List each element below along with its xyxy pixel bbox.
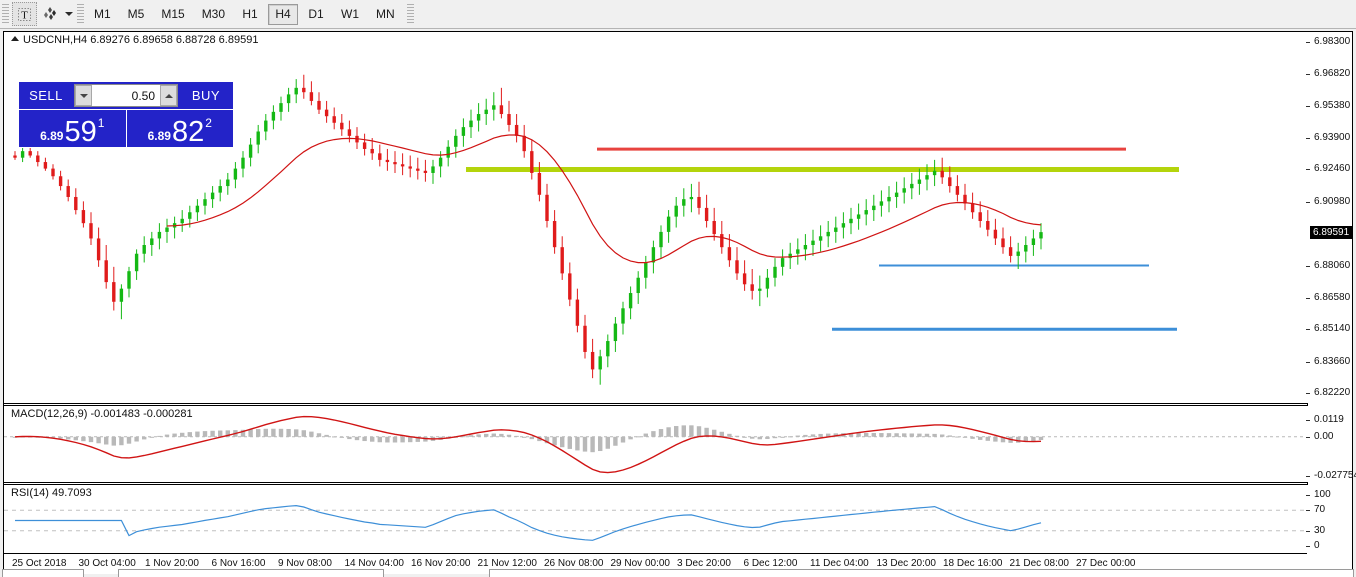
indicators-glyph [43, 7, 56, 20]
time-tick-label: 16 Nov 20:00 [411, 558, 471, 569]
time-tick-label: 21 Nov 12:00 [477, 558, 538, 569]
time-tick-label: 6 Nov 16:00 [211, 558, 266, 569]
buy-price-sup: 2 [205, 116, 212, 130]
bottom-frame-right [489, 569, 1354, 577]
timeframe-m1[interactable]: M1 [94, 7, 111, 21]
timeframe-w1[interactable]: W1 [341, 7, 360, 21]
timeframe-h1[interactable]: H1 [242, 7, 258, 21]
trade-panel-quotes-row: 6.89 59 1 6.89 82 2 [19, 109, 233, 147]
time-tick-label: 21 Dec 08:00 [1009, 558, 1070, 569]
time-tick-label: 6 Dec 12:00 [743, 558, 798, 569]
sell-price-sup: 1 [97, 116, 105, 130]
time-tick-label: 11 Dec 04:00 [810, 558, 869, 569]
time-tick-label: 18 Dec 16:00 [943, 558, 1003, 569]
pane-separator-2 [4, 482, 1307, 483]
timeframe-m5[interactable]: M5 [127, 7, 145, 21]
timeframe-m30[interactable]: M30 [201, 7, 226, 21]
buy-button[interactable]: BUY [179, 82, 233, 109]
one-click-trading-panel[interactable]: SELL 0.50 BUY 6.89 59 1 6.89 82 2 [18, 81, 234, 148]
time-tick-label: 9 Nov 08:00 [278, 558, 332, 569]
toolbar-grip-2[interactable] [77, 4, 84, 24]
svg-text:T: T [21, 9, 28, 21]
volume-stepper[interactable]: 0.50 [74, 84, 178, 107]
time-axis[interactable]: 25 Oct 2018 30 Oct 04:00 1 Nov 20:00 6 Nov … [4, 553, 1307, 574]
pane-separator-1b [4, 405, 1307, 406]
time-tick-label: 13 Dec 20:00 [876, 558, 937, 569]
pane-separator-1 [4, 403, 1307, 404]
buy-price-big: 82 [171, 116, 205, 148]
timeframe-m15[interactable]: M15 [161, 7, 185, 21]
rsi-scale: 100 70 30 0 [1306, 485, 1352, 552]
macd-scale: 0.0119 0.00 -0.027754 [1306, 406, 1356, 482]
time-tick-label: 30 Oct 04:00 [78, 558, 136, 569]
chart-window[interactable]: USDCNH,H4 6.89276 6.89658 6.88728 6.8959… [3, 31, 1356, 574]
indicators-icon[interactable] [37, 2, 62, 26]
rsi-plot [4, 504, 1307, 541]
rsi-pane[interactable]: RSI(14) 49.7093 [4, 485, 1307, 552]
trade-panel-top-row: SELL 0.50 BUY [19, 82, 233, 109]
time-tick-label: 1 Nov 20:00 [145, 558, 199, 569]
current-price-label: 6.89591 [1310, 226, 1353, 240]
sell-button[interactable]: SELL [19, 82, 73, 109]
volume-input[interactable]: 0.50 [92, 85, 160, 106]
chart-symbol-label: USDCNH,H4 6.89276 6.89658 6.88728 6.8959… [11, 34, 258, 46]
sell-quote[interactable]: 6.89 59 1 [19, 109, 126, 147]
time-tick-label: 26 Nov 08:00 [544, 558, 604, 569]
main-toolbar: T M1 M5 M15 M30 H1 H4 D1 W1 MN [0, 0, 1356, 29]
sell-price-prefix: 6.89 [40, 129, 64, 143]
macd-plot [4, 415, 1307, 474]
time-tick-label: 3 Dec 20:00 [677, 558, 731, 569]
pane-separator-2b [4, 484, 1307, 485]
timeframe-d1[interactable]: D1 [308, 7, 324, 21]
macd-pane[interactable]: MACD(12,26,9) -0.001483 -0.000281 [4, 406, 1307, 482]
timeframe-h4[interactable]: H4 [268, 3, 299, 25]
collapse-triangle-icon[interactable] [11, 36, 19, 41]
time-tick-label: 25 Oct 2018 [12, 558, 67, 569]
time-tick-label: 27 Dec 00:00 [1076, 558, 1136, 569]
rsi-label: RSI(14) 49.7093 [11, 487, 92, 499]
time-tick-label: 29 Nov 00:00 [610, 558, 671, 569]
price-pane[interactable]: USDCNH,H4 6.89276 6.89658 6.88728 6.8959… [4, 32, 1307, 403]
buy-price-prefix: 6.89 [147, 129, 171, 143]
time-tick-label: 14 Nov 04:00 [344, 558, 405, 569]
toolbar-grip-1[interactable] [2, 4, 9, 24]
text-tool-icon[interactable]: T [12, 2, 37, 26]
volume-increase-icon[interactable] [160, 85, 177, 106]
buy-quote[interactable]: 6.89 82 2 [125, 109, 233, 148]
sell-price-big: 59 [64, 116, 97, 148]
bottom-frame-mid [118, 569, 384, 577]
timeframe-mn[interactable]: MN [376, 7, 395, 21]
indicators-dropdown-arrow-icon[interactable] [62, 2, 75, 26]
price-scale[interactable]: 6.98300 6.96820 6.95380 6.93900 6.92460 6.909… [1306, 32, 1353, 403]
candlestick-plot [13, 74, 1179, 385]
toolbar-grip-3[interactable] [406, 4, 414, 24]
bottom-frame-left [2, 569, 84, 577]
timeframe-bar: M1 M5 M15 M30 H1 H4 D1 W1 MN [87, 2, 405, 27]
text-tool-glyph: T [18, 7, 31, 21]
volume-decrease-icon[interactable] [75, 85, 92, 106]
macd-label: MACD(12,26,9) -0.001483 -0.000281 [11, 408, 193, 420]
